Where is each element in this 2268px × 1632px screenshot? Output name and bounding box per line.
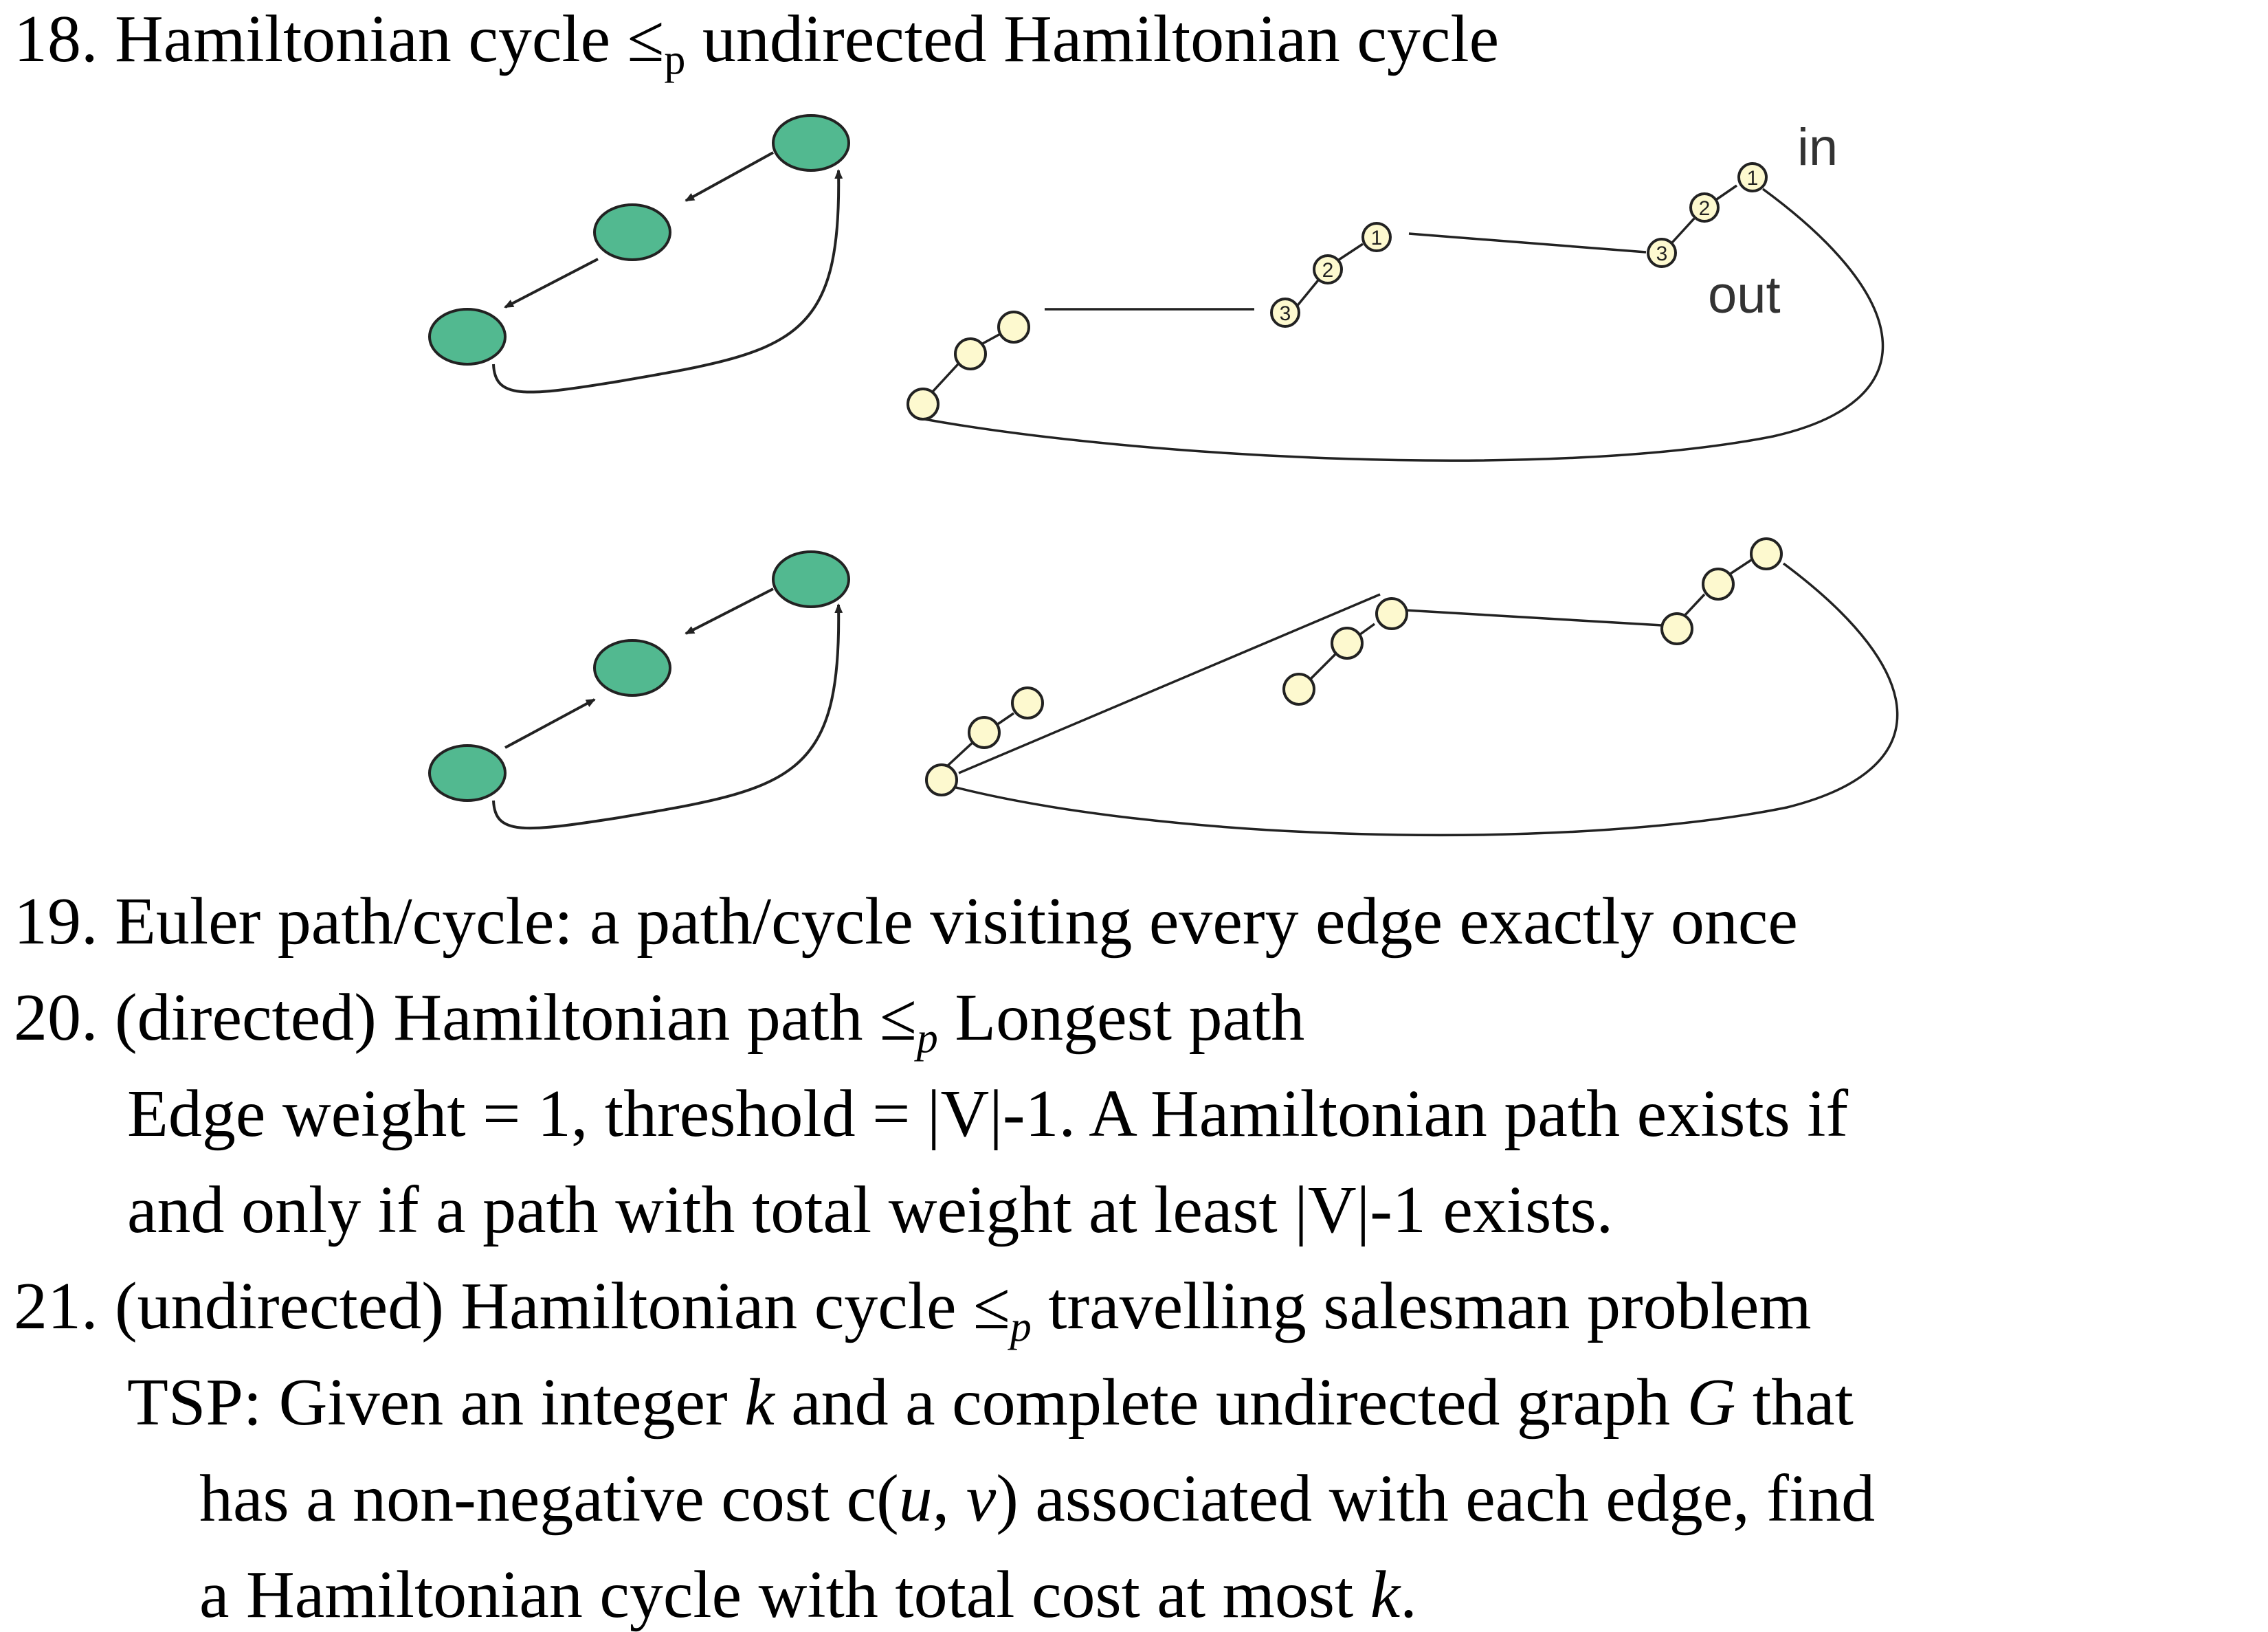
text: a Hamiltonian cycle with total cost at m… [199,1558,1370,1632]
edge [685,588,774,635]
node-1 [1737,162,1768,192]
subscript-p: p [664,36,686,83]
green-node [593,639,671,697]
edge [492,603,843,830]
node-label: 2 [1322,259,1334,282]
green-node [593,203,671,261]
item-20-line-2: and only if a path with total weight at … [127,1173,1614,1247]
subscript-p: p [916,1015,938,1062]
tsp-line-1: TSP: Given an integer k and a complete u… [127,1369,1854,1436]
node-3 [1270,298,1300,328]
reduction-diagram: 3 2 1 3 2 1 in out [428,114,1899,837]
edge [924,188,1885,462]
item-20-line-1: Edge weight = 1, threshold = |V|-1. A Ha… [127,1077,1849,1151]
node-label: 3 [1656,243,1668,265]
edge [946,739,976,768]
edge [1714,184,1737,202]
tsp-line-3: a Hamiltonian cycle with total cost at m… [199,1561,1417,1629]
item-20: 20. (directed) Hamiltonian path ≤p Longe… [14,984,1304,1060]
var-k: k [1370,1558,1401,1632]
item-text-pre: (undirected) Hamiltonian cycle ≤ [115,1269,1010,1343]
edge [685,151,774,202]
edge [1408,232,1647,254]
var-k: k [744,1365,775,1440]
node-1 [1361,222,1392,252]
edge [940,562,1899,837]
text: . [1400,1558,1417,1632]
var-u: u [898,1462,933,1536]
yellow-node [1660,612,1693,645]
edge [1308,651,1338,682]
node-label: 2 [1699,197,1711,220]
item-18: 18. Hamiltonian cycle ≤p undirected Hami… [14,2,1500,81]
item-text-pre: Hamiltonian cycle ≤ [115,2,665,76]
directed-graph-top [492,151,843,394]
item-19: 19. Euler path/cycle: a path/cycle visit… [14,888,1798,955]
edge [958,593,1381,774]
edge [504,258,599,309]
item-number: 21. [14,1269,98,1343]
edge [492,169,843,394]
edge [504,698,596,749]
green-node [772,550,850,608]
green-node [428,308,507,366]
yellow-node [925,763,958,796]
var-v: v [966,1462,997,1536]
edge [1336,243,1364,262]
node-3 [1647,238,1677,268]
var-G: G [1687,1365,1736,1440]
item-text-post: travelling salesman problem [1031,1269,1812,1343]
green-node [428,744,507,802]
text: TSP: Given an integer [127,1365,745,1440]
item-text-pre: (directed) Hamiltonian path ≤ [115,981,917,1055]
item-number: 18. [14,2,98,76]
text: has a non-negative cost c( [199,1462,899,1536]
item-text-post: undirected Hamiltonian cycle [685,2,1500,76]
text: , [932,1462,966,1536]
edge [996,712,1014,726]
item-number: 20. [14,981,98,1055]
tsp-line-2: has a non-negative cost c(u, v) associat… [199,1465,1875,1532]
item-number: 19. [14,884,98,959]
label-in: in [1797,118,1838,177]
text: ) associated with each edge, find [996,1462,1876,1536]
yellow-node [1375,597,1408,630]
text: that [1735,1365,1854,1440]
edge [1294,276,1322,309]
yellow-node [1331,627,1364,660]
yellow-node [1011,686,1044,719]
yellow-node [907,388,940,421]
label-out: out [1708,266,1781,324]
node-2 [1689,192,1720,223]
item-text-post: Longest path [937,981,1305,1055]
subscript-p: p [1010,1304,1032,1350]
text: and a complete undirected graph [774,1365,1687,1440]
node-label: 3 [1280,302,1291,325]
directed-graph-bottom [492,588,843,830]
yellow-node [997,311,1030,344]
edge [1405,609,1663,627]
yellow-node [954,337,987,370]
item-21: 21. (undirected) Hamiltonian cycle ≤p tr… [14,1273,1812,1348]
yellow-node [1702,568,1735,601]
edge [1682,593,1706,618]
yellow-node [1750,537,1783,570]
edge [1671,217,1696,244]
green-node [772,114,850,172]
node-label: 1 [1747,167,1759,190]
expanded-graph-bottom [940,559,1899,837]
yellow-node [1282,673,1315,706]
item-text: Euler path/cycle: a path/cycle visiting … [115,884,1798,959]
node-2 [1313,254,1343,284]
node-label: 1 [1371,227,1383,249]
yellow-node [968,716,1001,749]
